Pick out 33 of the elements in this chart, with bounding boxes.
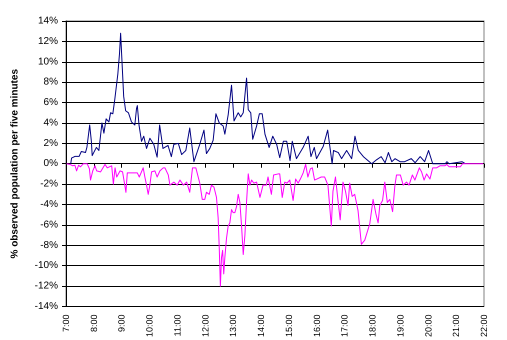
x-tick-label: 13:00 (228, 314, 238, 338)
y-tick-label: -2% (40, 178, 58, 190)
line-series (70, 32, 466, 164)
x-tick-label: 18:00 (368, 314, 378, 338)
x-tick-label: 16:00 (312, 314, 322, 338)
x-tick-label: 9:00 (116, 314, 127, 332)
x-tick-label: 20:00 (423, 314, 434, 338)
y-tick-label: 4% (44, 117, 58, 128)
y-tick-label: -4% (40, 199, 58, 210)
y-tick-label: -14% (34, 300, 58, 312)
x-tick-label: 12:00 (200, 314, 210, 338)
y-tick-label: 0% (44, 158, 58, 170)
y-axis-title: % observed population per five minutes (10, 68, 20, 258)
y-tick-label: -10% (34, 260, 58, 272)
y-tick-label: -6% (40, 219, 58, 230)
y-tick-label: 10% (38, 56, 58, 68)
x-tick-label: 7:00 (61, 314, 71, 332)
x-tick-label: 22:00 (479, 314, 489, 338)
y-tick-label: 14% (38, 16, 58, 26)
y-tick-label: 12% (38, 36, 58, 47)
x-tick-label: 17:00 (340, 314, 350, 338)
x-tick-label: 21:00 (451, 314, 462, 338)
x-tick-label: 11:00 (172, 314, 182, 336)
x-tick-label: 8:00 (88, 314, 99, 332)
x-tick-label: 19:00 (395, 314, 406, 338)
y-tick-label: 8% (44, 76, 58, 88)
x-tick-label: 14:00 (256, 314, 266, 338)
y-tick-label: 2% (44, 138, 58, 149)
y-tick-label: 6% (44, 97, 58, 108)
y-tick-label: -8% (40, 240, 58, 251)
x-tick-label: 10:00 (144, 314, 155, 338)
y-tick-label: -12% (34, 280, 58, 292)
x-tick-label: 15:00 (284, 314, 294, 338)
